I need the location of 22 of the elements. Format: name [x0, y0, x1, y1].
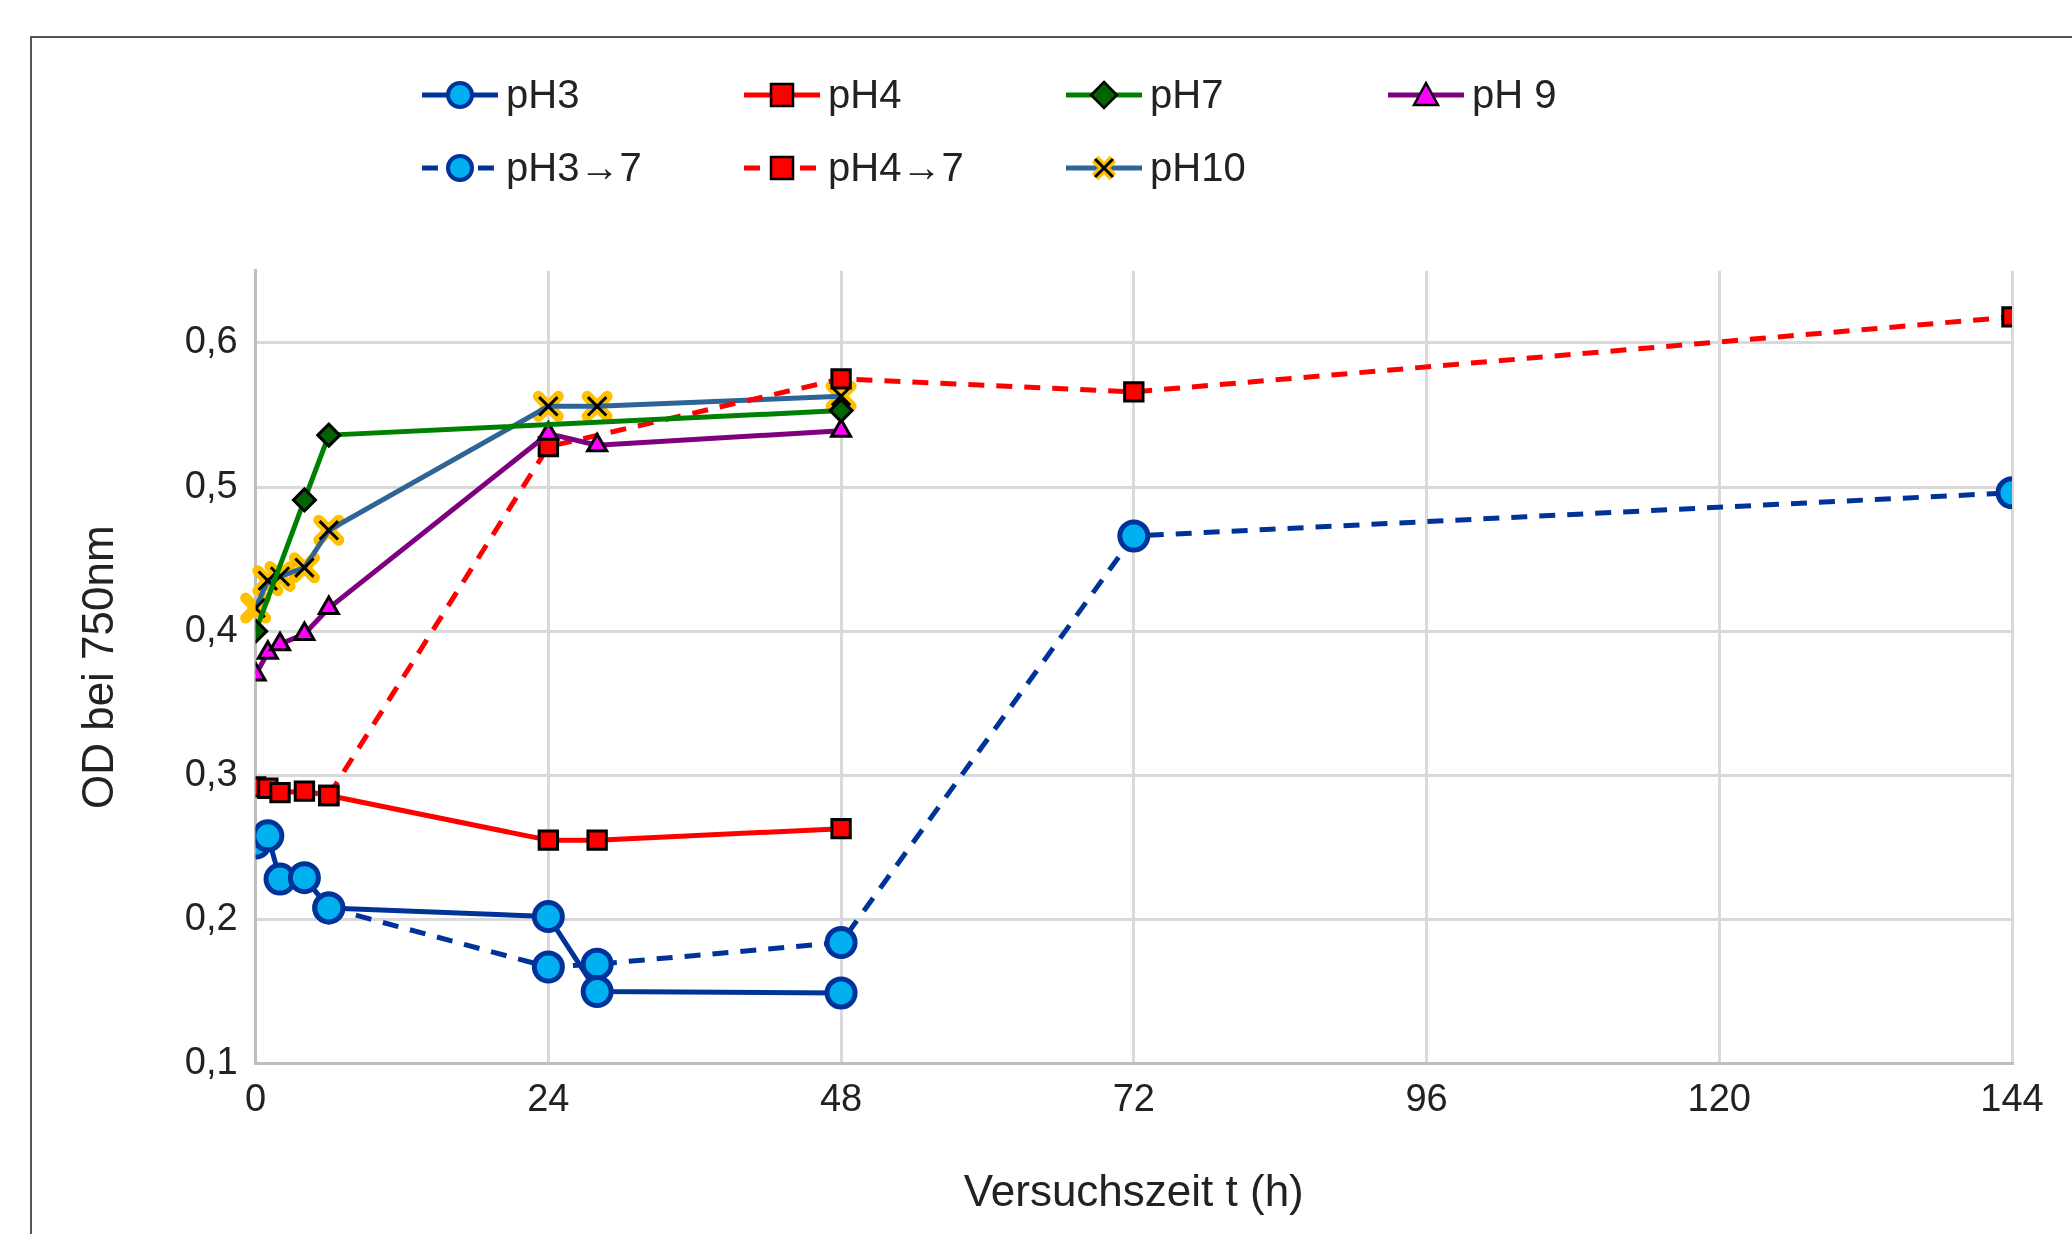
- x-tick-label: 48: [819, 1076, 863, 1119]
- x-axis-title: Versuchszeit t (h): [963, 1165, 1304, 1215]
- x-tick-label: 24: [527, 1076, 570, 1119]
- legend-label: pH 9: [1472, 72, 1557, 117]
- y-tick-label: 0,3: [184, 751, 238, 794]
- y-tick-label: 0,2: [184, 895, 238, 938]
- legend-label: pH7: [1150, 72, 1224, 117]
- x-tick-label: 120: [1687, 1076, 1751, 1119]
- y-tick-label: 0,6: [184, 319, 238, 362]
- x-tick-label: 0: [245, 1076, 267, 1119]
- legend-label: pH3→7: [506, 145, 642, 190]
- y-tick-label: 0,4: [184, 607, 238, 650]
- legend-label: pH10: [1150, 145, 1246, 190]
- legend-label: pH4: [828, 72, 902, 117]
- y-axis-title: OD bei 750nm: [72, 525, 122, 810]
- y-tick-label: 0,5: [184, 463, 238, 506]
- x-tick-label: 72: [1112, 1076, 1155, 1119]
- x-tick-label: 96: [1405, 1076, 1448, 1119]
- legend-label: pH4→7: [828, 145, 964, 190]
- x-tick-label: 144: [1980, 1076, 2044, 1119]
- y-tick-label: 0,1: [184, 1040, 238, 1083]
- legend-label: pH3: [506, 72, 580, 117]
